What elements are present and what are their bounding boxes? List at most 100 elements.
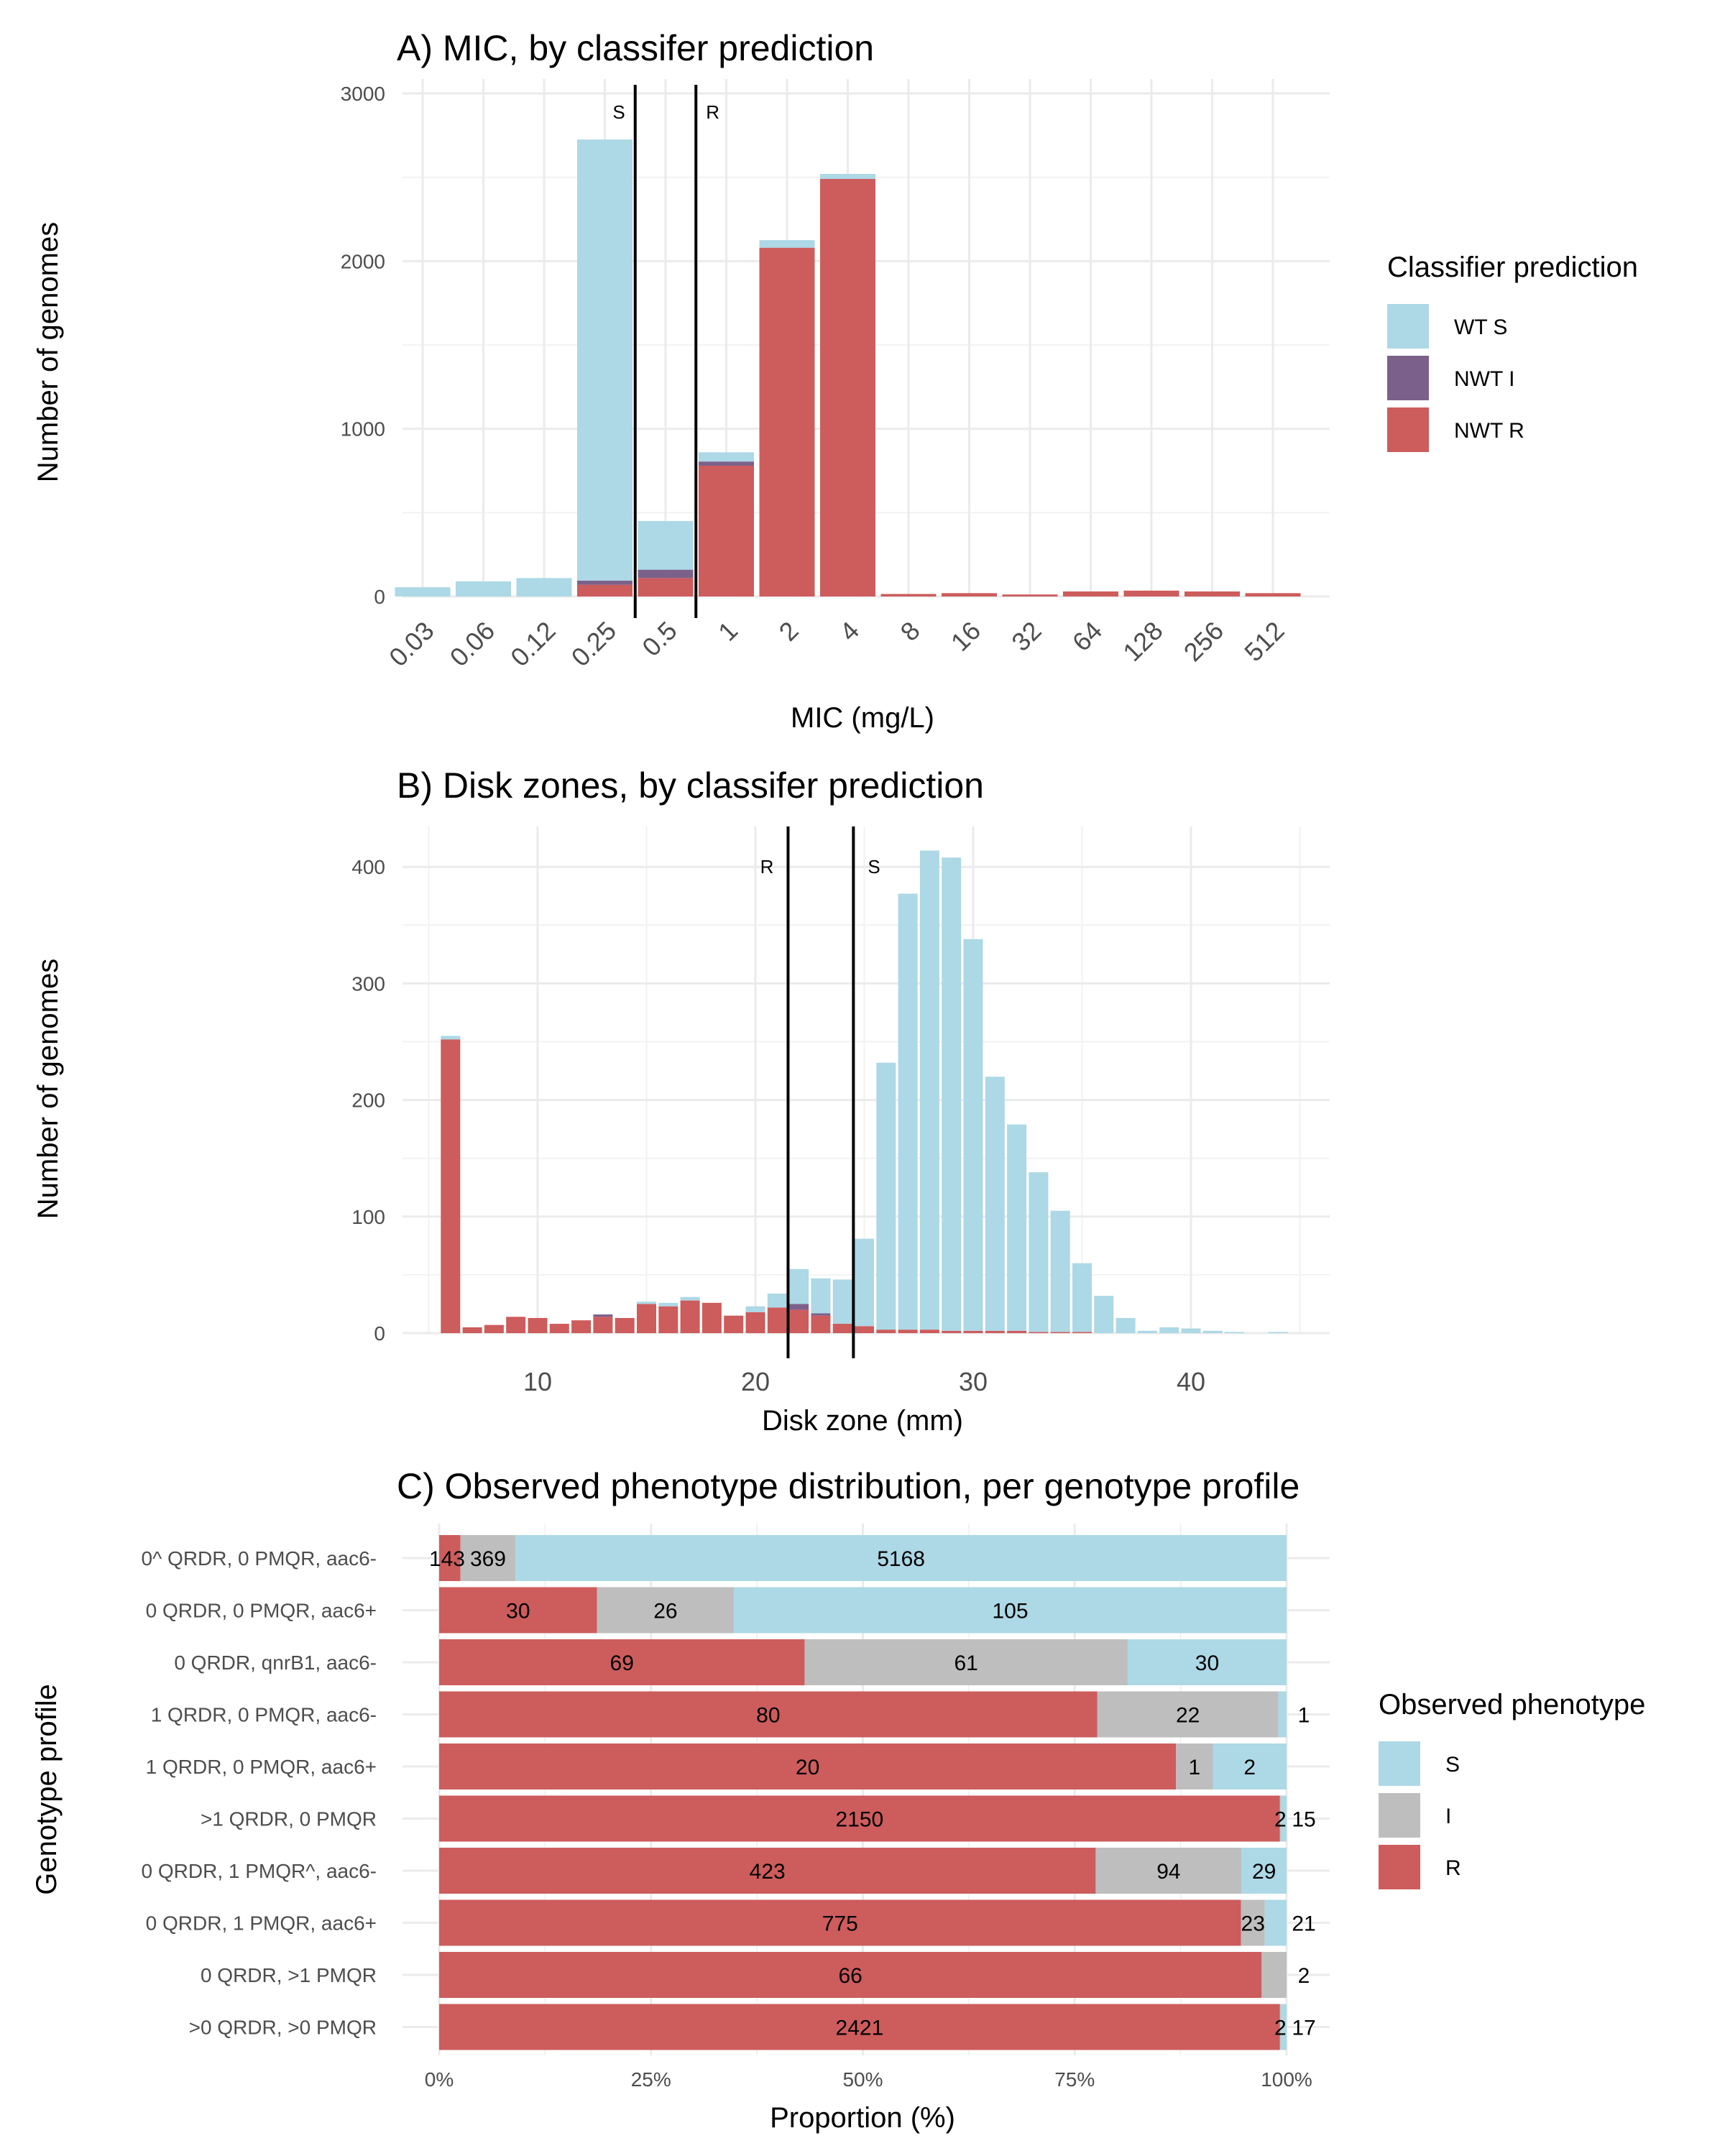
bar-r	[439, 1639, 805, 1685]
segment-label: 5168	[877, 1547, 925, 1571]
segment-label: 2150	[836, 1808, 884, 1832]
segment-label: 1	[1298, 1704, 1310, 1728]
bar-nwt-r	[724, 1315, 744, 1333]
bar-wt-s	[759, 240, 815, 248]
bar-i	[1279, 2004, 1281, 2050]
bar-nwt-r	[832, 1324, 852, 1333]
bar-wt-s	[811, 1278, 831, 1314]
bar-r	[439, 1587, 597, 1634]
legend-key	[1387, 407, 1429, 452]
y-tick-label: 1 QRDR, 0 PMQR, aac6-	[151, 1704, 377, 1726]
bar-wt-s	[1029, 1172, 1049, 1332]
chart-title: B) Disk zones, by classifer prediction	[397, 765, 984, 806]
bar-nwt-r	[855, 1326, 874, 1333]
bar-wt-s	[1202, 1330, 1223, 1333]
bar-r	[439, 1848, 1096, 1894]
bar-wt-s	[1072, 1263, 1092, 1332]
bar-nwt-r	[767, 1307, 787, 1333]
bar-s	[1264, 1899, 1287, 1946]
bar-r	[439, 1952, 1262, 1998]
legend-title: Observed phenotype	[1379, 1689, 1645, 1720]
segment-label: 61	[954, 1651, 978, 1675]
y-tick-label: 0 QRDR, >1 PMQR	[201, 1964, 377, 1986]
legend-key	[1379, 1845, 1420, 1889]
bar-nwt-r	[963, 1330, 983, 1333]
x-tick-label: 4	[834, 616, 865, 647]
bar-wt-s	[456, 581, 511, 596]
bar-nwt-r	[1063, 591, 1118, 596]
x-axis-title: Disk zone (mm)	[762, 1405, 963, 1437]
bar-wt-s	[942, 857, 962, 1331]
bar-wt-s	[1159, 1327, 1179, 1333]
bar-nwt-r	[942, 1330, 962, 1333]
segment-label: 29	[1252, 1860, 1276, 1884]
x-tick-label: 30	[959, 1367, 988, 1396]
segment-label: 26	[653, 1600, 677, 1623]
segment-label: 30	[506, 1600, 530, 1623]
bar-nwt-r	[615, 1317, 635, 1333]
segment-label: 20	[796, 1756, 819, 1779]
bar-nwt-i	[577, 580, 632, 585]
x-tick-label: 0.5	[636, 616, 682, 662]
segment-label: 775	[822, 1912, 858, 1936]
bar-nwt-r	[1029, 1332, 1049, 1333]
bar-r	[439, 1691, 1098, 1738]
bar-wt-s	[1116, 1317, 1136, 1333]
bar-nwt-r	[898, 1330, 918, 1333]
bar-nwt-r	[880, 594, 937, 596]
bar-nwt-r	[789, 1309, 809, 1333]
y-axis-title: Genotype profile	[31, 1684, 63, 1895]
legend-key	[1379, 1741, 1420, 1786]
bar-wt-s	[985, 1077, 1005, 1331]
y-tick-label: 3000	[341, 83, 385, 105]
x-tick-label: 0.12	[505, 616, 561, 673]
bar-nwt-r	[462, 1327, 482, 1333]
bar-nwt-r	[658, 1306, 678, 1333]
x-tick-label: 8	[895, 616, 926, 647]
y-tick-label: 0 QRDR, 1 PMQR, aac6+	[146, 1912, 377, 1935]
y-tick-label: 0 QRDR, 1 PMQR^, aac6-	[142, 1860, 377, 1882]
legend-key	[1387, 356, 1429, 400]
x-tick-label: 50%	[842, 2068, 883, 2091]
segment-label: 1	[1189, 1756, 1201, 1779]
bar-wt-s	[767, 1293, 787, 1308]
bar-wt-s	[699, 452, 754, 462]
bar-i	[804, 1639, 1128, 1685]
bar-wt-s	[919, 850, 939, 1330]
segment-label: 2	[1274, 2017, 1287, 2040]
breakpoint-label: S	[868, 856, 880, 877]
bar-nwt-r	[942, 593, 997, 596]
bar-wt-s	[1137, 1330, 1157, 1333]
segment-label: 69	[610, 1651, 634, 1675]
bar-nwt-r	[593, 1317, 613, 1333]
legend-label: NWT I	[1454, 367, 1514, 391]
legend-label: R	[1445, 1856, 1461, 1880]
y-tick-label: 1 QRDR, 0 PMQR, aac6+	[146, 1756, 377, 1778]
bar-s	[1278, 1691, 1287, 1738]
y-tick-label: 400	[351, 856, 385, 878]
bar-nwt-i	[789, 1304, 809, 1310]
x-axis-title: MIC (mg/L)	[791, 702, 934, 734]
x-tick-label: 75%	[1054, 2068, 1095, 2091]
bar-s	[1213, 1743, 1287, 1789]
bar-nwt-i	[593, 1314, 613, 1317]
y-tick-label: 300	[351, 972, 385, 995]
y-axis-title: Number of genomes	[32, 959, 64, 1219]
x-tick-label: 32	[1006, 616, 1046, 657]
bar-wt-s	[577, 139, 632, 581]
segment-label: 105	[993, 1600, 1029, 1623]
segment-label: 143	[429, 1547, 465, 1571]
x-tick-label: 10	[523, 1367, 552, 1396]
bar-r	[439, 1899, 1241, 1946]
bar-nwt-r	[1050, 1332, 1070, 1333]
bar-nwt-r	[745, 1312, 765, 1333]
breakpoint-label: S	[612, 101, 625, 123]
legend-title: Classifier prediction	[1387, 252, 1638, 283]
bar-nwt-r	[638, 578, 694, 596]
bar-i	[1176, 1743, 1213, 1789]
bar-wt-s	[637, 1302, 656, 1304]
legend-observed: Observed phenotype S I R	[1379, 1689, 1645, 1889]
bar-nwt-r	[637, 1304, 656, 1333]
legend-label: I	[1445, 1805, 1451, 1828]
bar-nwt-r	[577, 584, 632, 596]
